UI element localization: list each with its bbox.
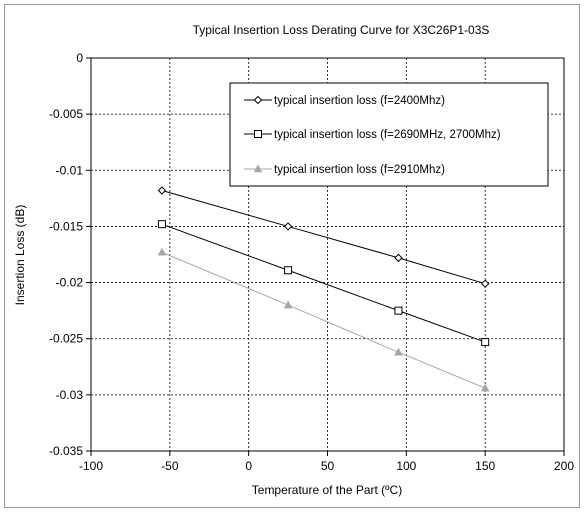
x-tick-label: 200 (554, 459, 574, 473)
data-point-s3 (157, 247, 167, 256)
x-tick-label: 50 (321, 459, 335, 473)
data-point-s1 (394, 253, 403, 263)
x-axis-label: Temperature of the Part (ºC) (252, 483, 402, 497)
x-axis-ticks: -100 -50 0 50 100 150 200 (79, 451, 574, 473)
y-tick-label: -0.025 (49, 332, 83, 346)
data-point-s2 (394, 306, 403, 315)
y-axis-ticks: 0 -0.005 -0.01 -0.015 -0.02 -0.025 -0.03 -0.035 (49, 51, 91, 458)
x-tick-label: -50 (161, 459, 179, 473)
legend-marker-3 (253, 164, 263, 173)
data-point-s3 (480, 383, 490, 392)
x-tick-label: 100 (396, 459, 416, 473)
legend-label-3: typical insertion loss (f=2910Mhz) (274, 164, 445, 176)
data-point-s1 (157, 186, 167, 195)
data-point-s3 (283, 300, 293, 309)
legend-label-1: typical insertion loss (f=2400Mhz) (274, 95, 445, 107)
y-tick-label: -0.035 (49, 444, 83, 458)
legend-box (229, 82, 549, 187)
y-tick-label: -0.01 (56, 163, 84, 177)
legend-label-2: typical insertion loss (f=2690MHz, 2700M… (274, 129, 501, 141)
data-point-s3 (394, 347, 403, 356)
data-point-s1 (283, 222, 293, 231)
series-line-1 (161, 190, 486, 285)
data-point-s2 (481, 338, 490, 347)
data-point-s2 (157, 220, 166, 229)
y-tick-label: -0.015 (49, 219, 83, 233)
legend: typical insertion loss (f=2400Mhz) typica… (229, 82, 549, 187)
y-tick-label: 0 (76, 51, 83, 65)
series-group (157, 186, 490, 392)
y-tick-label: -0.02 (56, 276, 84, 290)
legend-marker-2 (254, 130, 262, 138)
x-tick-label: 0 (245, 459, 252, 473)
chart-title: Typical Insertion Loss Derating Curve fo… (193, 23, 490, 37)
y-tick-label: -0.03 (56, 388, 84, 402)
legend-marker-1 (253, 95, 263, 105)
y-axis-label: Insertion Loss (dB) (13, 205, 27, 306)
series-line-2 (161, 223, 486, 343)
x-tick-label: -100 (79, 459, 103, 473)
series-line-3 (161, 251, 486, 389)
data-point-s1 (480, 279, 490, 288)
y-tick-label: -0.005 (49, 107, 83, 121)
data-point-s2 (284, 266, 293, 275)
x-tick-label: 150 (475, 459, 495, 473)
